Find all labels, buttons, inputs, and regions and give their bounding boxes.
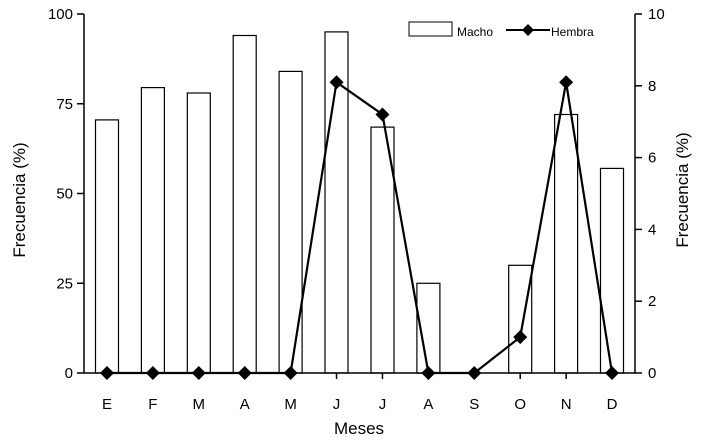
y-tick-label-left-25: 25 — [56, 275, 73, 292]
y-tick-label-right-8: 8 — [648, 78, 656, 95]
legend-hembra-label: Hembra — [551, 25, 594, 39]
x-tick-label-5: J — [333, 396, 341, 413]
legend-hembra-marker — [522, 24, 534, 36]
y-tick-label-left-100: 100 — [48, 6, 73, 23]
x-tick-label-2: M — [193, 396, 206, 413]
x-tick-label-6: J — [379, 396, 387, 413]
x-axis-title: Meses — [334, 419, 384, 438]
legend-macho-swatch — [408, 21, 453, 37]
y-tick-label-left-75: 75 — [56, 96, 73, 113]
x-tick-label-1: F — [148, 396, 157, 413]
hembra-point-9 — [513, 330, 528, 345]
bar-macho-10 — [553, 113, 579, 374]
hembra-line — [107, 80, 614, 375]
y-tick-label-right-4: 4 — [648, 221, 656, 238]
legend: Macho Hembra — [408, 21, 594, 39]
x-tick-label-9: O — [514, 396, 526, 413]
bar-macho-1 — [140, 86, 165, 374]
y-tick-label-right-10: 10 — [648, 6, 665, 23]
bar-macho-0 — [94, 119, 120, 374]
x-tick-label-11: D — [607, 396, 618, 413]
y-tick-label-right-2: 2 — [648, 293, 656, 310]
y-tick-label-left-0: 0 — [65, 365, 73, 382]
y-tick-label-left-50: 50 — [56, 186, 73, 203]
tick-marks — [77, 13, 642, 379]
axes — [83, 14, 636, 374]
macho-bars — [94, 31, 625, 374]
y-axis-title-right: Frecuencia (%) — [673, 132, 692, 247]
x-tick-label-10: N — [561, 396, 572, 413]
y-tick-label-right-6: 6 — [648, 150, 656, 167]
x-tick-label-4: M — [284, 396, 297, 413]
bar-macho-9 — [508, 264, 533, 374]
x-tick-label-0: E — [102, 396, 112, 413]
y-axis-title-left: Frecuencia (%) — [10, 142, 29, 257]
hembra-point-10 — [559, 75, 574, 90]
bar-macho-3 — [232, 34, 257, 374]
tick-labels: 0 25 50 75 100 0 2 4 6 8 10 E F M A M J J A S O N D — [48, 6, 665, 413]
x-tick-label-7: A — [423, 396, 433, 413]
bar-macho-11 — [599, 167, 625, 374]
x-tick-label-3: A — [240, 396, 250, 413]
legend-macho-label: Macho — [457, 25, 493, 39]
hembra-line-series — [99, 75, 620, 380]
x-tick-label-8: S — [469, 396, 479, 413]
hembra-point-6 — [375, 107, 390, 122]
bar-macho-2 — [186, 92, 211, 374]
y-tick-label-right-0: 0 — [648, 365, 656, 382]
hembra-point-5 — [329, 75, 344, 90]
